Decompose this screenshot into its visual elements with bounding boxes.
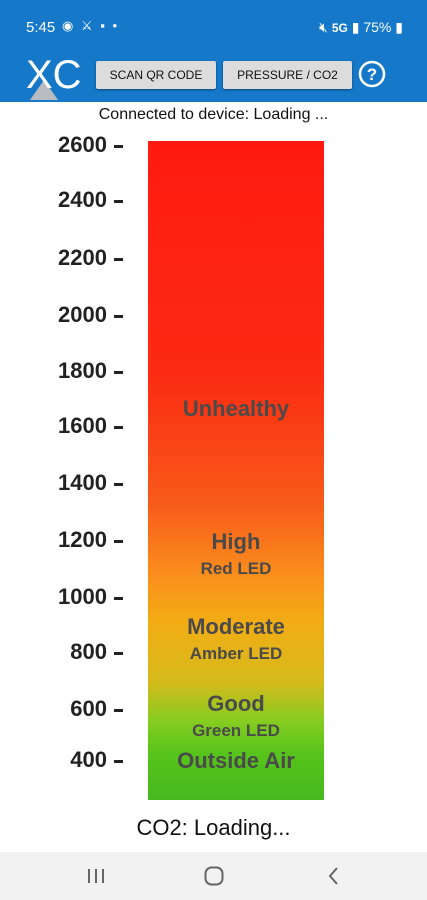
axis-tick-mark — [114, 652, 123, 655]
axis-tick-label: 600 — [70, 696, 107, 721]
connection-status: Connected to device: Loading ... — [98, 106, 329, 123]
battery-icon: ▮ — [395, 19, 403, 35]
axis-tick-label: 1600 — [58, 413, 107, 438]
zone-good-sublabel: Green LED — [192, 721, 280, 740]
axis-tick-label: 1400 — [58, 470, 107, 495]
zone-high-sublabel: Red LED — [200, 559, 272, 578]
svg-text:?: ? — [367, 65, 377, 84]
axis-tick-mark — [114, 200, 123, 203]
back-icon[interactable] — [322, 864, 346, 888]
zone-moderate-label: Moderate — [187, 614, 285, 639]
axis-tick-label: 2600 — [58, 132, 107, 157]
zone-high-label: High — [211, 529, 261, 554]
mute-icon: 🔇︎ — [319, 19, 328, 35]
recent-apps-icon[interactable] — [84, 864, 108, 888]
axis-tick-mark — [114, 145, 123, 148]
co2-gradient-bar — [148, 141, 324, 800]
scan-qr-code-button[interactable]: SCAN QR CODE — [96, 61, 216, 89]
axis-tick-mark — [114, 371, 123, 374]
help-icon[interactable]: ? — [358, 60, 386, 88]
status-bar: 5:45 ◉ ⚔ ▪ • 🔇︎ 5G ▮ 75% ▮ — [0, 0, 427, 56]
axis-tick-label: 2200 — [58, 245, 107, 270]
status-right: 🔇︎ 5G ▮ 75% ▮ — [319, 19, 403, 36]
axis-tick-mark — [114, 709, 123, 712]
system-nav-bar — [0, 852, 427, 900]
logo-text: XC — [26, 53, 82, 97]
axis-tick-label: 1200 — [58, 527, 107, 552]
axis-tick-label: 1000 — [58, 584, 107, 609]
home-icon[interactable] — [202, 864, 226, 888]
notification-icons: ◉ ⚔ ▪ • — [62, 18, 119, 33]
battery-level: 75% — [363, 19, 392, 35]
status-time: 5:45 — [26, 19, 56, 36]
signal-icon: ▮ — [351, 19, 360, 35]
axis-tick-label: 800 — [70, 639, 107, 664]
axis-tick-mark — [114, 760, 123, 763]
axis-tick-mark — [114, 426, 123, 429]
axis-tick-label: 2400 — [58, 187, 107, 212]
axis-tick-mark — [114, 315, 123, 318]
app-header: XC SCAN QR CODE PRESSURE / CO2 ? — [0, 53, 427, 102]
axis-tick-mark — [114, 483, 123, 486]
zone-unhealthy-label: Unhealthy — [182, 396, 290, 421]
axis-tick-label: 400 — [70, 747, 107, 772]
axis-tick-label: 1800 — [58, 358, 107, 383]
zone-outside-air-label: Outside Air — [177, 748, 295, 773]
xc-logo-icon: XC — [26, 53, 82, 100]
axis-tick-label: 2000 — [58, 302, 107, 327]
signal-label: 5G — [331, 21, 348, 35]
axis-tick-mark — [114, 258, 123, 261]
co2-reading: CO2: Loading... — [136, 815, 291, 840]
axis-tick-mark — [114, 540, 123, 543]
zone-moderate-sublabel: Amber LED — [189, 644, 283, 663]
axis-tick-mark — [114, 597, 123, 600]
zone-good-label: Good — [207, 691, 265, 716]
pressure-co2-button[interactable]: PRESSURE / CO2 — [223, 61, 352, 89]
